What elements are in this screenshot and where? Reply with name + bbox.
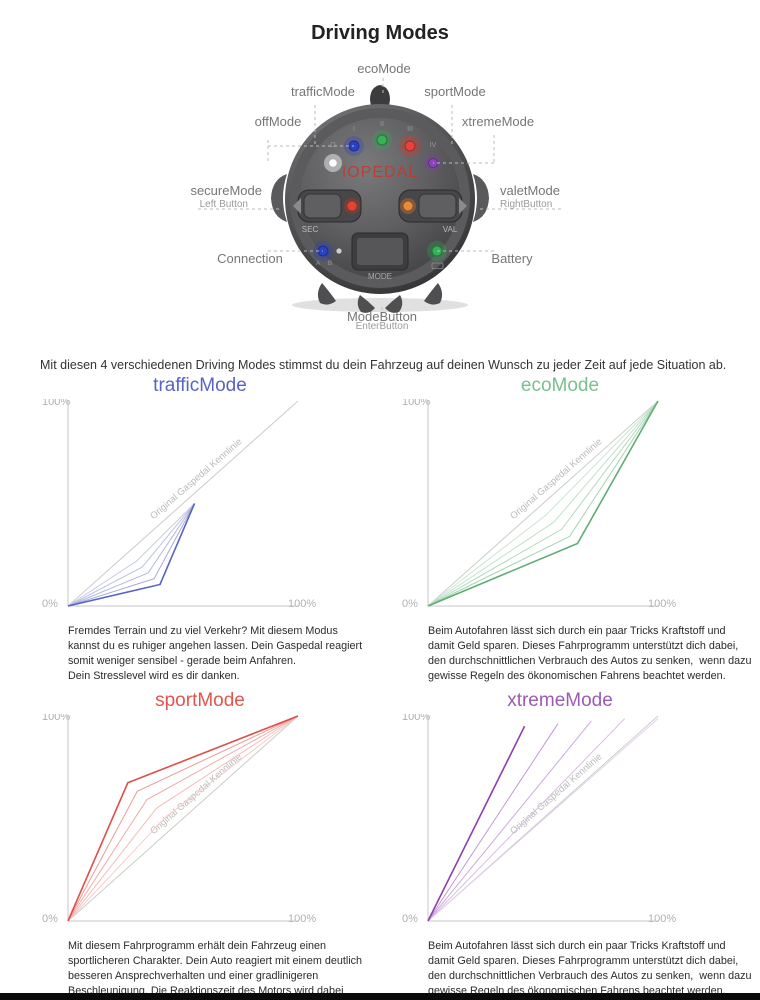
svg-text:IOPEDAL: IOPEDAL: [342, 164, 418, 181]
svg-text:II: II: [380, 121, 384, 128]
svg-text:100%: 100%: [42, 714, 70, 723]
svg-text:xtremeMode: xtremeMode: [462, 114, 534, 129]
svg-text:100%: 100%: [648, 598, 676, 610]
svg-text:0%: 0%: [42, 913, 58, 925]
svg-text:valetMode: valetMode: [500, 183, 560, 198]
svg-text:Connection: Connection: [217, 251, 283, 266]
svg-text:Left Button: Left Button: [200, 199, 248, 210]
svg-text:VAL: VAL: [443, 225, 458, 234]
svg-text:100%: 100%: [402, 714, 430, 723]
svg-text:Original Gaspedal Kennlinie: Original Gaspedal Kennlinie: [148, 436, 244, 522]
svg-text:Battery: Battery: [491, 251, 533, 266]
svg-text:SEC: SEC: [302, 225, 319, 234]
svg-text:100%: 100%: [402, 399, 430, 408]
svg-text:offMode: offMode: [255, 114, 302, 129]
svg-text:III: III: [407, 126, 413, 133]
svg-text:MODE: MODE: [368, 272, 392, 281]
svg-text:0%: 0%: [42, 598, 58, 610]
svg-text:sportMode: sportMode: [424, 84, 485, 99]
svg-text:B: B: [328, 260, 332, 267]
svg-text:0%: 0%: [402, 913, 418, 925]
svg-text:IV: IV: [430, 142, 437, 149]
svg-text:A: A: [316, 260, 321, 267]
svg-text:100%: 100%: [288, 598, 316, 610]
svg-text:EnterButton: EnterButton: [356, 321, 409, 332]
svg-text:100%: 100%: [648, 913, 676, 925]
svg-text:trafficMode: trafficMode: [291, 84, 355, 99]
svg-text:secureMode: secureMode: [190, 183, 262, 198]
svg-text:ecoMode: ecoMode: [357, 61, 410, 76]
svg-text:I: I: [353, 126, 355, 133]
svg-text:RightButton: RightButton: [500, 199, 552, 210]
svg-text:100%: 100%: [288, 913, 316, 925]
svg-text:Original Gaspedal Kennlinie: Original Gaspedal Kennlinie: [508, 436, 604, 522]
svg-text:100%: 100%: [42, 399, 70, 408]
svg-text:0%: 0%: [402, 598, 418, 610]
